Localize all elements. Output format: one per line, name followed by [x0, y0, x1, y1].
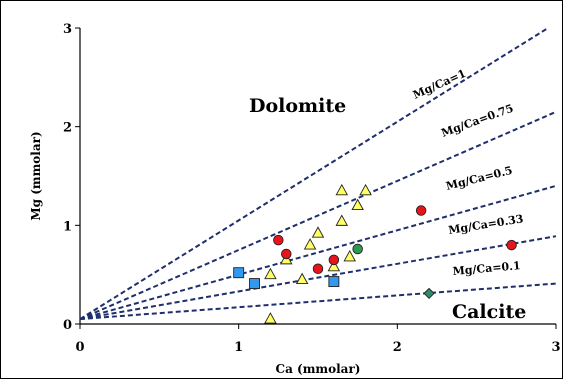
ref-line-label-0-1: Mg/Ca=0.1 [452, 259, 521, 278]
triangle-point [264, 312, 277, 324]
circle-point [312, 263, 324, 274]
triangle-point [264, 267, 277, 280]
x-tick-label: 0 [75, 340, 84, 355]
x-axis-label: Ca (mmolar) [276, 362, 361, 376]
plot-background [80, 28, 556, 324]
x-tick-label: 2 [393, 340, 402, 355]
x-tick-label: 3 [551, 340, 560, 355]
triangle-point [303, 238, 317, 250]
data-points [233, 183, 517, 324]
triangle-point [343, 249, 356, 262]
axis-ticks: 0 1 2 3 0 1 2 3 [63, 22, 561, 355]
plot-area [80, 28, 556, 324]
y-tick-label: 1 [63, 219, 72, 234]
circle-point [273, 234, 284, 246]
square-point [328, 276, 340, 288]
y-tick-label: 0 [63, 318, 72, 333]
diamond-point [423, 287, 435, 300]
triangle-point [351, 198, 364, 211]
triangle-point [311, 226, 325, 238]
triangle-point [335, 214, 349, 226]
y-tick-label: 2 [63, 121, 72, 136]
square-point [233, 267, 245, 279]
y-tick-label: 3 [63, 22, 72, 37]
ref-line-1 [79, 110, 557, 320]
ref-line-3 [79, 235, 557, 321]
ref-line-2 [79, 184, 557, 321]
circle-point [506, 239, 517, 251]
region-label-calcite: Calcite [452, 301, 526, 323]
circle-point [281, 248, 292, 260]
y-axis-label: Mg (mmolar) [29, 131, 43, 220]
x-tick-label: 1 [234, 340, 243, 355]
region-label-dolomite: Dolomite [249, 95, 346, 117]
reference-lines [79, 27, 557, 321]
triangle-point [327, 259, 341, 272]
ref-line-0 [79, 27, 549, 320]
square-point [249, 278, 260, 289]
circle-point [415, 205, 427, 216]
circle-point [352, 243, 363, 255]
circle-point [328, 254, 340, 266]
triangle-point [295, 272, 309, 285]
triangle-point [335, 183, 349, 196]
triangle-point [359, 183, 372, 196]
